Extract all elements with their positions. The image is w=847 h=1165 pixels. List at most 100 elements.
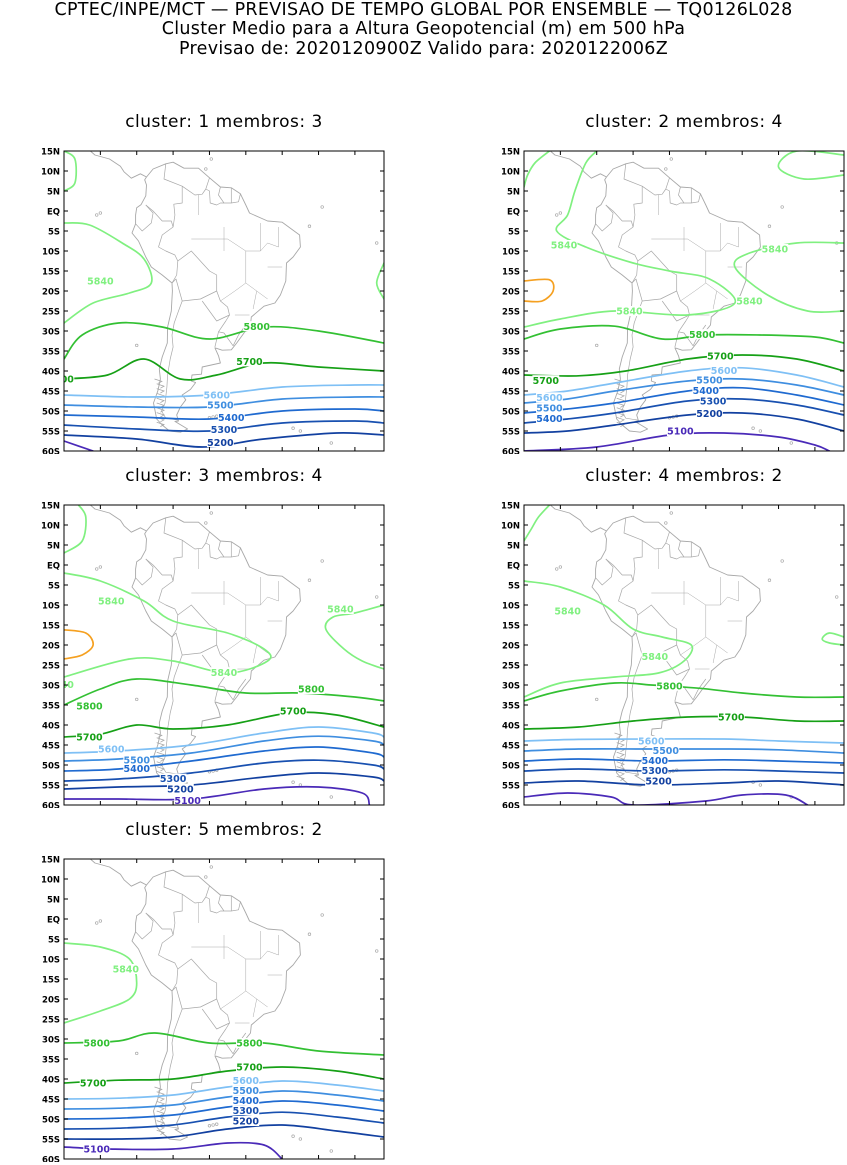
cluster-panel: cluster: 5 membros: 2 5840 5800 5800 5700 570… [0, 820, 400, 1165]
country-border [642, 185, 667, 196]
lon-tick-label: 30W [768, 454, 790, 455]
contour-line-5840 [524, 580, 694, 698]
country-border [182, 893, 207, 904]
country-border [163, 871, 183, 936]
contour-line-5840 [324, 604, 384, 670]
lon-tick-label: 80W [126, 808, 148, 809]
lon-tick-label: 60W [659, 808, 681, 809]
contour-label: 5400 [536, 414, 563, 425]
members-count: 2 [771, 466, 783, 486]
country-border [177, 250, 218, 302]
contour-label: 5200 [207, 438, 234, 449]
contour-line-5200 [64, 772, 384, 790]
contour-label: 5700 [76, 733, 103, 744]
cluster-panel-title: cluster: 3 membros: 4 [64, 466, 384, 486]
state-border [705, 251, 728, 300]
contour-line-5600 [64, 1080, 384, 1100]
contour-label: 5200 [233, 1117, 260, 1128]
map-frame [63, 504, 385, 806]
country-border [201, 998, 230, 1030]
contour-label: 340 [54, 680, 74, 691]
lat-tick-label: 5N [47, 895, 60, 905]
lat-tick-label: 10S [502, 601, 520, 611]
members-count: 4 [311, 466, 323, 486]
contour-label: 5800 [656, 681, 683, 692]
lat-tick-label: 20S [502, 287, 520, 297]
lon-tick-label: 50W [235, 1162, 257, 1163]
country-border [665, 177, 701, 206]
cluster-number: 5 [198, 820, 210, 840]
contour-label: 5500 [233, 1086, 260, 1097]
map-frame [63, 858, 385, 1160]
country-border [205, 885, 241, 914]
lat-tick-label: 60S [502, 447, 520, 454]
lat-tick-label: 55S [42, 427, 60, 437]
members-word: membros: [675, 466, 766, 486]
south-america-coastline [591, 515, 761, 787]
south-america-coastline [131, 515, 301, 787]
country-border [678, 186, 685, 204]
south-america-coastline [131, 161, 301, 433]
contour-label: 5700 [236, 1063, 263, 1074]
members-word: membros: [675, 112, 766, 132]
cluster-panel: cluster: 2 membros: 4 5840 5840 5840 5840 580… [460, 112, 847, 457]
south-america-coastline [131, 869, 301, 1141]
lat-tick-label: 15N [41, 147, 60, 157]
country-border [214, 331, 219, 348]
contour-line-5500 [524, 748, 844, 754]
cluster-number: 1 [198, 112, 210, 132]
contour-label: 5300 [160, 774, 187, 785]
country-border [218, 894, 225, 912]
lat-tick-label: 40S [42, 1075, 60, 1085]
lat-tick-label: EQ [507, 207, 520, 217]
lat-tick-label: 30S [42, 327, 60, 337]
lon-tick-label: 70W [622, 808, 644, 809]
contour-line-5840 [821, 632, 844, 646]
contour-label: 5100 [174, 796, 201, 807]
country-border [177, 604, 218, 656]
lon-tick-label: 40W [732, 454, 754, 455]
lat-tick-label: 45S [42, 1095, 60, 1105]
lat-tick-label: 25S [42, 1015, 60, 1025]
lat-tick-label: 15S [502, 621, 520, 631]
state-border [220, 990, 246, 1010]
contour-line-warm [524, 278, 555, 303]
country-border [182, 185, 207, 196]
map-frame [63, 150, 385, 452]
country-border [218, 186, 225, 204]
country-border [163, 163, 183, 228]
lat-tick-label: 35S [42, 347, 60, 357]
lon-tick-label: 80W [126, 1162, 148, 1163]
contour-line-5100 [524, 792, 809, 805]
state-border [669, 238, 739, 252]
lat-tick-label: 50S [502, 407, 520, 417]
contour-line-5300 [64, 420, 384, 433]
lat-tick-label: 10N [41, 521, 60, 531]
cluster-word: cluster: [125, 466, 193, 486]
country-border [205, 177, 241, 206]
contour-label: 5800 [76, 701, 103, 712]
contour-line-5800 [64, 321, 384, 360]
country-border [145, 558, 179, 638]
members-word: membros: [215, 466, 306, 486]
contour-label: 5840 [551, 241, 578, 252]
lon-tick-label: 100W [50, 808, 78, 809]
contour-label: 5840 [327, 605, 354, 616]
country-border [214, 1039, 219, 1056]
country-border [642, 539, 667, 550]
contour-line-5500 [64, 396, 384, 409]
lat-tick-label: 10S [42, 955, 60, 965]
lon-tick-label: 60W [199, 454, 221, 455]
lon-tick-label: 80W [126, 454, 148, 455]
contour-label: 5840 [211, 668, 238, 679]
lon-tick-label: 60W [659, 454, 681, 455]
cluster-word: cluster: [125, 820, 193, 840]
members-count: 2 [311, 820, 323, 840]
country-border [623, 163, 643, 228]
lat-tick-label: 15S [42, 267, 60, 277]
lat-tick-label: 55S [502, 427, 520, 437]
lat-tick-label: EQ [47, 915, 60, 925]
south-america-coastline [591, 161, 761, 433]
